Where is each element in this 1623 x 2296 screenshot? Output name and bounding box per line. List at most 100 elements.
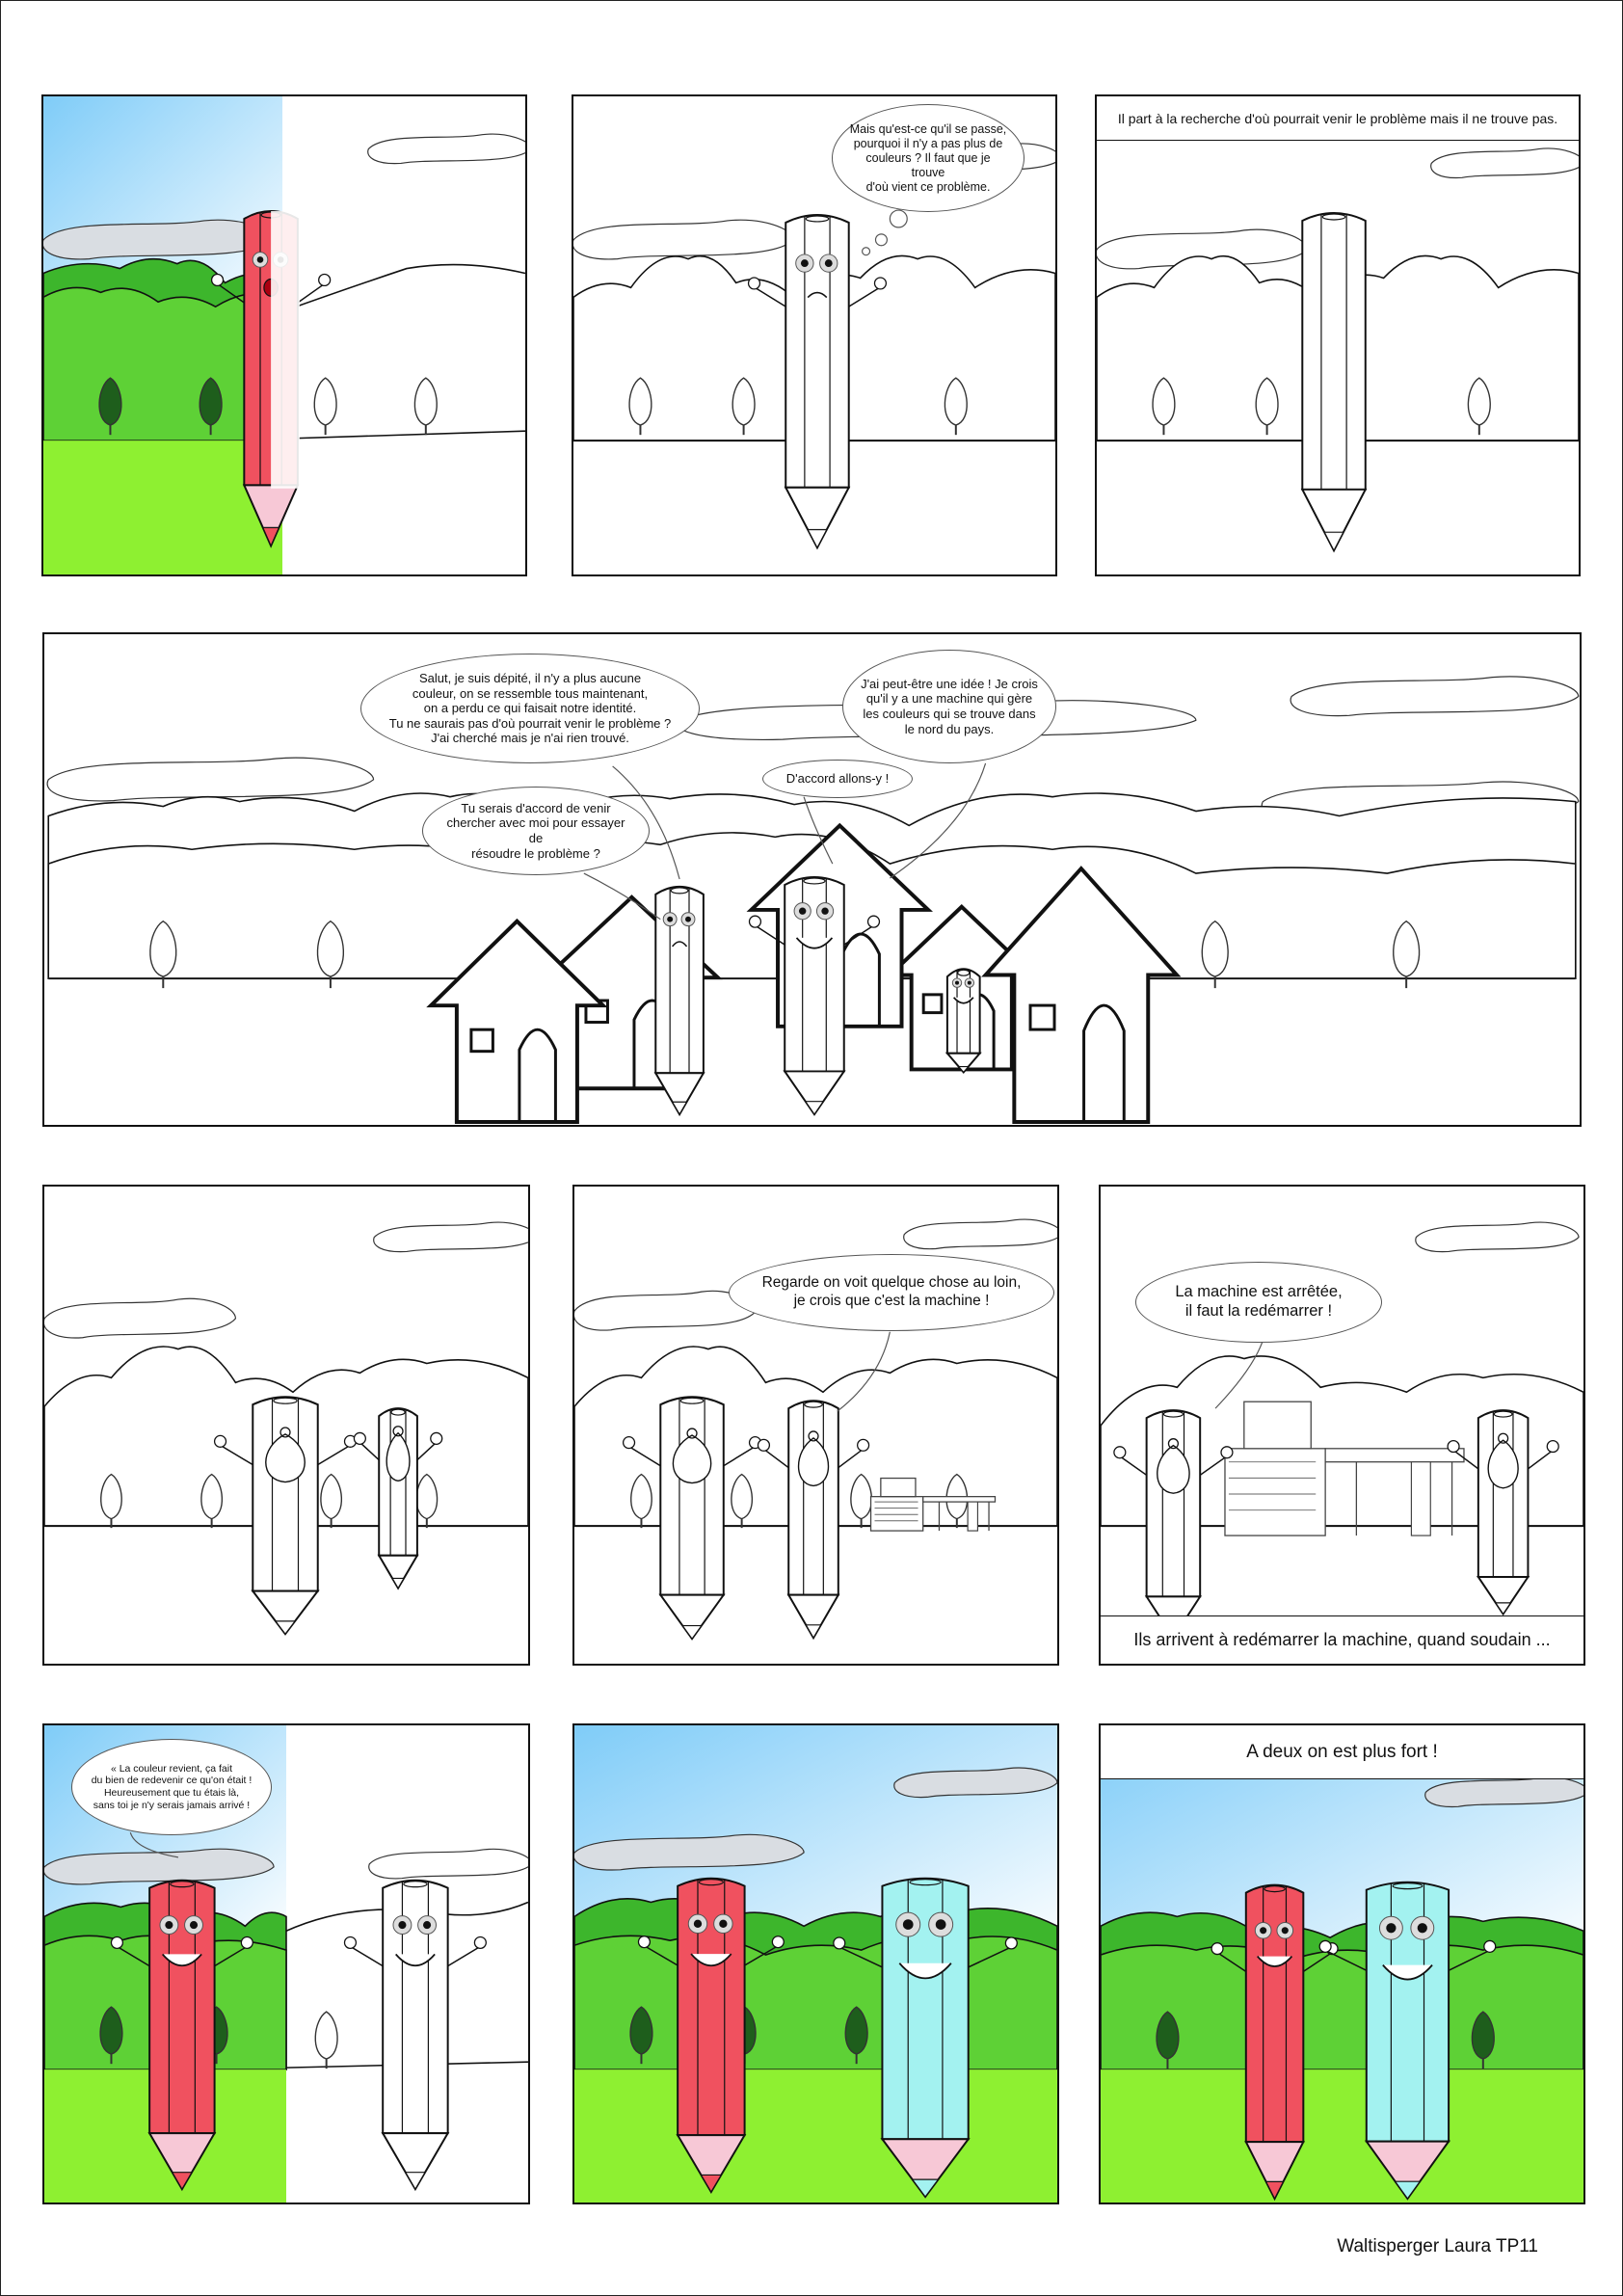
cloud-icon xyxy=(368,1848,528,1880)
mountain-icon xyxy=(1101,1944,1583,2070)
tree-icon xyxy=(149,920,177,989)
tree-icon xyxy=(731,1473,754,1529)
bindle-icon xyxy=(1487,1439,1519,1489)
cloud-icon xyxy=(574,1833,805,1871)
speech-bubble: Regarde on voit quelque chose au loin, j… xyxy=(729,1254,1054,1331)
hand xyxy=(430,1431,443,1445)
mountain-icon xyxy=(1101,1355,1583,1527)
tree-icon xyxy=(630,1473,652,1529)
pupil xyxy=(1386,1923,1397,1934)
hand xyxy=(866,915,881,928)
panel-5-scene xyxy=(44,1221,528,1664)
panel-9 xyxy=(572,1723,1059,2204)
panel-10-scene xyxy=(1101,1725,1583,2203)
pupil xyxy=(1260,1927,1267,1935)
cloud-icon xyxy=(1415,1221,1580,1253)
cloud-icon xyxy=(1430,147,1579,179)
speech-bubble-4: Tu serais d'accord de venir chercher ave… xyxy=(422,787,650,875)
panel-5 xyxy=(42,1185,530,1666)
narration-caption: Ils arrivent à redémarrer la machine, qu… xyxy=(1101,1615,1583,1664)
pupil xyxy=(667,916,674,922)
hand xyxy=(637,1936,652,1949)
bubble-tail xyxy=(803,796,834,865)
panel-2: Mais qu'est-ce qu'il se passe, pourquoi … xyxy=(572,94,1057,576)
cloud-icon xyxy=(373,1221,528,1253)
pupil xyxy=(902,1919,914,1930)
mouth xyxy=(672,941,688,948)
signature: Waltisperger Laura TP11 xyxy=(1337,2236,1538,2256)
bindle-icon xyxy=(672,1434,712,1484)
mouth xyxy=(395,1953,436,1967)
mouth xyxy=(952,997,974,1004)
tree-icon xyxy=(732,377,756,436)
speech-bubble-2: J'ai peut-être une idée ! Je crois qu'il… xyxy=(842,650,1056,763)
pencil-character-icon xyxy=(748,876,881,1116)
panel-4: Salut, je suis dépité, il n'y a plus auc… xyxy=(42,632,1582,1127)
pupil xyxy=(189,1921,199,1930)
pencil-character-icon xyxy=(622,1396,762,1641)
hand xyxy=(1546,1439,1559,1454)
tree-icon xyxy=(1467,377,1491,436)
tree-icon xyxy=(629,2006,653,2065)
tree-icon xyxy=(99,2006,123,2065)
machine-icon xyxy=(1224,1401,1465,1536)
speech-bubble: « La couleur revient, ça fait du bien de… xyxy=(71,1739,272,1835)
hand xyxy=(857,1438,870,1452)
pupil xyxy=(798,907,807,915)
pencil-character-icon xyxy=(213,1396,358,1636)
tree-icon xyxy=(850,1473,873,1529)
panel-1-scene xyxy=(43,96,525,574)
house-icon xyxy=(426,918,608,1125)
mouth xyxy=(807,291,828,299)
cloud-icon xyxy=(44,1297,237,1339)
bindle-icon xyxy=(265,1433,306,1483)
tree-icon xyxy=(200,1473,224,1529)
hand xyxy=(343,1936,358,1950)
panel-4-scene xyxy=(46,676,1580,1125)
tree-icon xyxy=(1471,2011,1495,2069)
panel-7: La machine est arrêtée, il faut la redém… xyxy=(1099,1185,1585,1666)
panel-6: Regarde on voit quelque chose au loin, j… xyxy=(572,1185,1059,1666)
pupil xyxy=(693,1919,703,1929)
uncoloured-half xyxy=(271,211,300,489)
cloud-icon xyxy=(46,757,375,802)
panel-8: « La couleur revient, ça fait du bien de… xyxy=(42,1723,530,2204)
bindle-icon xyxy=(386,1431,411,1482)
speech-bubble: La machine est arrêtée, il faut la redém… xyxy=(1135,1262,1382,1343)
pupil xyxy=(1417,1923,1427,1934)
pencil-character-icon xyxy=(637,1877,785,2195)
hand xyxy=(873,277,888,290)
pupil xyxy=(1281,1927,1289,1935)
tree-icon xyxy=(316,920,345,989)
pencil-character-icon xyxy=(1300,212,1368,553)
bindle-icon xyxy=(798,1437,829,1487)
tree-icon xyxy=(628,377,652,436)
tree-icon xyxy=(1152,377,1176,436)
ground xyxy=(574,2069,1057,2203)
tree-icon xyxy=(1201,920,1229,989)
cloud-icon xyxy=(893,1767,1057,1799)
hand xyxy=(1483,1939,1497,1953)
pupil xyxy=(719,1919,728,1929)
ground xyxy=(43,441,283,574)
tree-icon xyxy=(313,377,337,436)
pupil xyxy=(824,259,833,268)
hand xyxy=(1447,1439,1460,1454)
panel-3-scene xyxy=(1097,147,1579,574)
hand xyxy=(747,277,761,290)
mouth xyxy=(795,937,834,949)
pupil xyxy=(935,1919,946,1930)
hand xyxy=(213,1434,227,1448)
tree-icon xyxy=(1393,920,1421,989)
pupil xyxy=(398,1921,407,1930)
thought-bubble xyxy=(862,247,871,256)
tree-icon xyxy=(1255,377,1279,436)
hand xyxy=(1004,1936,1018,1950)
pupil xyxy=(423,1921,432,1930)
pencil-character-icon xyxy=(353,1407,443,1590)
mouth xyxy=(690,1953,732,1967)
tree-icon xyxy=(320,1473,343,1529)
bubble-tail xyxy=(890,762,987,879)
hand xyxy=(473,1936,487,1950)
cloud-icon xyxy=(1290,676,1580,717)
